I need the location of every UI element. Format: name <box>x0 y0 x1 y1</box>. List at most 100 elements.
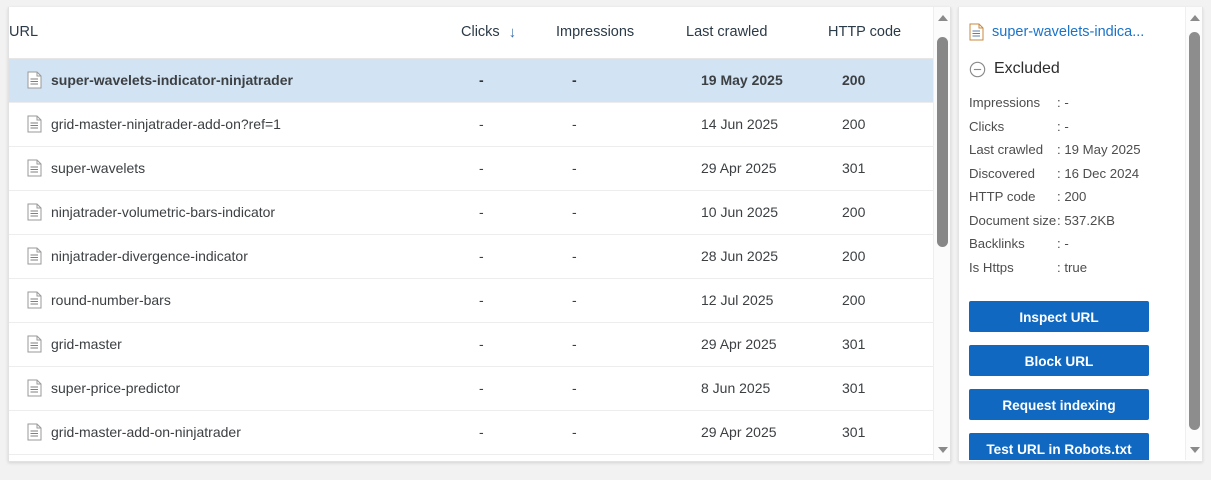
cell-clicks: - <box>461 146 556 191</box>
sort-descending-icon[interactable]: ↓ <box>508 24 517 42</box>
cell-clicks: - <box>461 102 556 147</box>
cell-impressions: - <box>556 102 686 147</box>
url-table-header: URL Clicks ↓ Impressions Last crawled HTT <box>9 7 934 59</box>
document-icon <box>27 247 42 265</box>
detail-field-text: - <box>1064 118 1069 134</box>
cell-url[interactable]: grid-master <box>9 322 461 367</box>
detail-field-text: - <box>1064 95 1069 110</box>
circle-minus-icon <box>969 61 986 77</box>
detail-action-buttons: Inspect URL Block URL Request indexing Test… <box>969 301 1186 460</box>
detail-scrollbar[interactable] <box>1185 7 1202 460</box>
action-button-block-url[interactable]: Block URL <box>969 345 1149 376</box>
table-row[interactable]: ninjatrader-volumetric-bars-indicator - -1… <box>9 190 934 235</box>
url-table-card: URL Clicks ↓ Impressions Last crawled HTT <box>8 7 951 462</box>
detail-scroll-down-icon[interactable] <box>1186 441 1202 458</box>
detail-field-value: : 200 <box>1057 185 1186 209</box>
detail-field-separator: : <box>1057 189 1065 204</box>
url-text: grid-master-add-on-ninjatrader <box>51 424 241 440</box>
detail-field-label: Impressions <box>969 95 1041 110</box>
column-header-last-crawled-label: Last crawled <box>686 24 768 41</box>
cell-clicks: - <box>461 234 556 279</box>
detail-url-link[interactable]: super-wavelets-indica... <box>992 24 1145 40</box>
action-button-test-url-in-robots-txt[interactable]: Test URL in Robots.txt <box>969 433 1149 460</box>
cell-http-code: 301 <box>828 366 934 411</box>
header-row: URL Clicks ↓ Impressions Last crawled HTT <box>9 7 934 59</box>
detail-field-label: HTTP code <box>969 189 1036 204</box>
cell-http-code: 200 <box>828 102 934 147</box>
table-row[interactable]: super-wavelets-indicator-ninjatrader - -19… <box>9 58 934 103</box>
detail-field: Document size: 537.2KB <box>969 209 1186 233</box>
detail-field: Is Https: true <box>969 256 1186 280</box>
url-detail-panel: super-wavelets-indica... Excluded Impres… <box>958 7 1203 462</box>
cell-url[interactable]: super-wavelets <box>9 146 461 191</box>
column-header-impressions-label: Impressions <box>556 24 635 41</box>
cell-last-crawled: 14 Jun 2025 <box>686 102 828 147</box>
cell-last-crawled: 29 Apr 2025 <box>686 322 828 367</box>
document-icon <box>27 159 42 177</box>
detail-field: Impressions: - <box>969 91 1186 115</box>
document-icon <box>27 203 42 221</box>
scroll-down-icon[interactable] <box>934 441 950 458</box>
detail-field-separator: : <box>1057 142 1065 157</box>
column-header-http-code[interactable]: HTTP code <box>828 7 934 59</box>
url-table: URL Clicks ↓ Impressions Last crawled HTT <box>9 7 934 455</box>
column-header-last-crawled[interactable]: Last crawled <box>686 7 828 59</box>
cell-url[interactable]: grid-master-ninjatrader-add-on?ref=1 <box>9 102 461 147</box>
detail-field-separator: : <box>1057 165 1065 181</box>
table-row[interactable]: ninjatrader-divergence-indicator - -28 Jun… <box>9 234 934 279</box>
cell-http-code: 301 <box>828 146 934 191</box>
cell-url[interactable]: ninjatrader-divergence-indicator <box>9 234 461 279</box>
detail-field-label: Discovered <box>969 165 1035 181</box>
cell-url[interactable]: ninjatrader-volumetric-bars-indicator <box>9 190 461 235</box>
detail-field-value: : - <box>1057 91 1186 115</box>
cell-last-crawled: 8 Jun 2025 <box>686 366 828 411</box>
detail-field-value: : 16 Dec 2024 <box>1057 162 1186 186</box>
url-text: ninjatrader-volumetric-bars-indicator <box>51 204 276 220</box>
table-row[interactable]: super-wavelets - -29 Apr 2025 301 <box>9 146 934 191</box>
column-header-http-code-label: HTTP code <box>828 24 902 41</box>
table-scrollbar[interactable] <box>933 7 950 460</box>
scroll-up-icon[interactable] <box>934 9 950 26</box>
detail-title-row: super-wavelets-indica... <box>969 23 1186 41</box>
cell-http-code: 200 <box>828 190 934 235</box>
detail-field-value: : 19 May 2025 <box>1057 138 1186 162</box>
detail-field-value: : 537.2KB <box>1057 209 1186 233</box>
document-icon <box>27 71 42 89</box>
table-row[interactable]: grid-master-ninjatrader-add-on?ref=1- -14… <box>9 102 934 147</box>
cell-clicks: - <box>461 190 556 235</box>
detail-field-value: : - <box>1057 232 1186 256</box>
table-row[interactable]: super-price-predictor - -8 Jun 2025 301 <box>9 366 934 411</box>
table-scrollbar-thumb[interactable] <box>937 37 948 247</box>
table-row[interactable]: grid-master-add-on-ninjatrader - -29 Apr 2… <box>9 410 934 455</box>
cell-http-code: 200 <box>828 234 934 279</box>
detail-field-value: : - <box>1057 115 1186 139</box>
detail-field: Discovered : 16 Dec 2024 <box>969 162 1186 186</box>
cell-url[interactable]: grid-master-add-on-ninjatrader <box>9 410 461 455</box>
column-header-clicks[interactable]: Clicks ↓ <box>461 7 556 59</box>
column-header-url[interactable]: URL <box>9 7 461 59</box>
detail-scroll-up-icon[interactable] <box>1186 9 1202 26</box>
detail-field: Backlinks: - <box>969 232 1186 256</box>
table-row[interactable]: grid-master - -29 Apr 2025 301 <box>9 322 934 367</box>
detail-field-text: - <box>1064 236 1069 251</box>
cell-url[interactable]: super-price-predictor <box>9 366 461 411</box>
action-button-inspect-url[interactable]: Inspect URL <box>969 301 1149 332</box>
cell-clicks: - <box>461 322 556 367</box>
column-header-impressions[interactable]: Impressions <box>556 7 686 59</box>
table-row[interactable]: round-number-bars - -12 Jul 2025 200 <box>9 278 934 323</box>
detail-field-separator: : <box>1057 95 1065 110</box>
cell-last-crawled: 29 Apr 2025 <box>686 146 828 191</box>
cell-last-crawled: 29 Apr 2025 <box>686 410 828 455</box>
column-header-clicks-label: Clicks <box>461 24 500 41</box>
cell-url[interactable]: super-wavelets-indicator-ninjatrader <box>9 58 461 103</box>
detail-scrollbar-thumb[interactable] <box>1189 32 1200 430</box>
document-icon <box>27 335 42 353</box>
cell-impressions: - <box>556 322 686 367</box>
document-icon <box>27 115 42 133</box>
detail-status-row: Excluded <box>969 60 1186 78</box>
action-button-request-indexing[interactable]: Request indexing <box>969 389 1149 420</box>
document-icon <box>27 291 42 309</box>
cell-impressions: - <box>556 190 686 235</box>
cell-url[interactable]: round-number-bars <box>9 278 461 323</box>
url-text: super-wavelets <box>51 160 146 176</box>
